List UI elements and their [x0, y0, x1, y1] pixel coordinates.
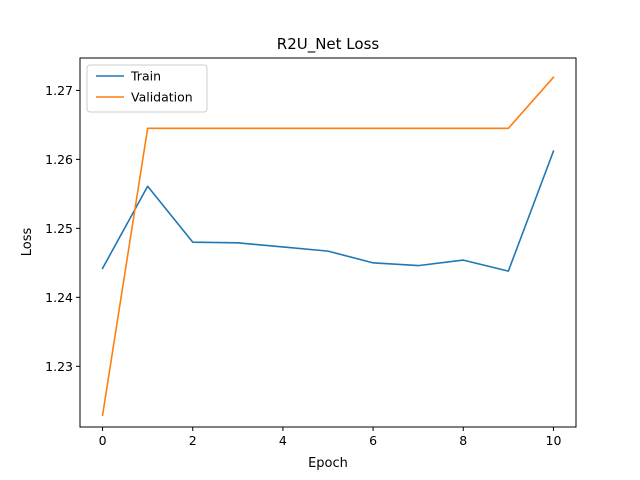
y-axis-ticks: 1.23 1.24 1.25 1.26 1.27 — [45, 83, 80, 374]
legend-label-train: Train — [130, 69, 161, 84]
y-axis-title: Loss — [20, 228, 35, 257]
x-tick-label: 4 — [279, 433, 287, 448]
x-tick-label: 10 — [546, 433, 562, 448]
y-tick-label: 1.26 — [45, 152, 73, 167]
series-line-validation — [101, 76, 555, 417]
x-axis-title: Epoch — [308, 456, 348, 471]
y-tick-label: 1.25 — [45, 221, 73, 236]
axes-frame — [79, 57, 577, 428]
x-tick-label: 8 — [459, 433, 467, 448]
x-tick-label: 6 — [369, 433, 377, 448]
x-axis-ticks: 0 2 4 6 8 10 — [99, 427, 562, 448]
x-tick-label: 0 — [99, 433, 107, 448]
x-tick-label: 2 — [189, 433, 197, 448]
legend: Train Validation — [86, 64, 208, 113]
chart-title: R2U_Net Loss — [277, 35, 380, 54]
series-line-train — [101, 150, 555, 272]
y-tick-label: 1.23 — [45, 359, 73, 374]
legend-label-validation: Validation — [131, 90, 193, 105]
y-tick-label: 1.24 — [45, 290, 73, 305]
plot-area: 0 2 4 6 8 10 1.23 1.24 1.25 1.26 1.27 — [45, 57, 577, 448]
series-layer — [101, 76, 555, 417]
y-tick-label: 1.27 — [45, 83, 73, 98]
